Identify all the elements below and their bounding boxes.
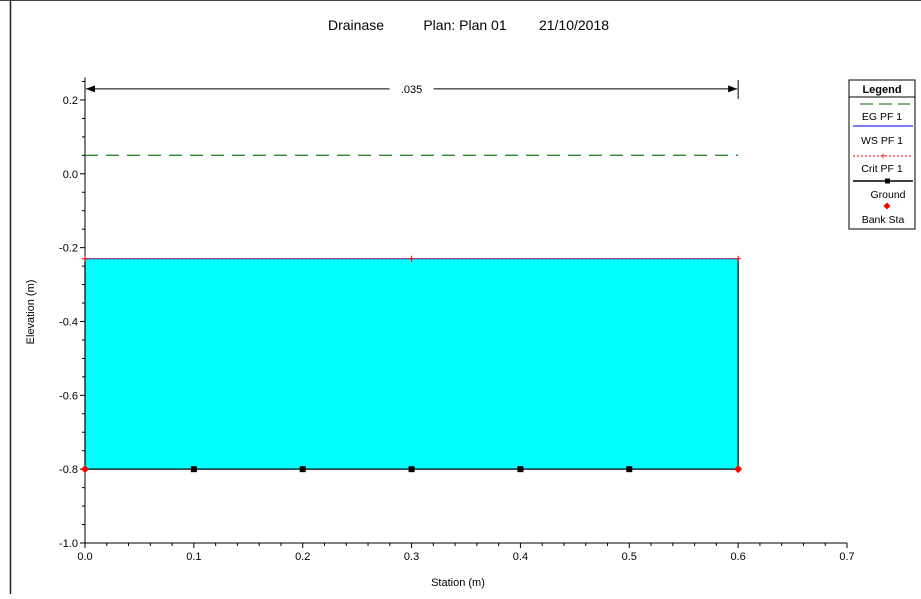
legend-swatch-ground-marker xyxy=(885,178,890,184)
legend-label-ws: WS PF 1 xyxy=(861,135,903,147)
legend-label-crit: Crit PF 1 xyxy=(861,163,903,175)
manning-n-label: .035 xyxy=(401,84,422,96)
manning-n-annotation: .035 xyxy=(84,79,739,99)
x-tick-label: 0.1 xyxy=(186,551,201,563)
x-tick-label: 0.2 xyxy=(295,551,310,563)
y-tick-label: -1.0 xyxy=(59,538,78,550)
x-axis-label: Station (m) xyxy=(431,577,485,589)
bank-sta-marker xyxy=(734,465,743,474)
y-tick-label: 0.2 xyxy=(63,95,78,107)
manning-arrowhead-left xyxy=(86,85,95,93)
chart-title-name: Drainase xyxy=(328,17,384,33)
x-tick-label: 0.6 xyxy=(730,551,745,563)
legend-title: Legend xyxy=(862,84,901,96)
series-markers xyxy=(81,255,743,474)
y-axis-label: Elevation (m) xyxy=(25,280,37,345)
legend-label-ground: Ground xyxy=(870,189,905,201)
legend-swatch-bank-marker xyxy=(883,202,891,210)
ground-point-marker xyxy=(408,466,415,473)
legend-swatch-crit-marker: + xyxy=(880,152,886,163)
x-tick-label: 0.4 xyxy=(513,551,528,563)
ground-point-marker xyxy=(299,466,306,473)
crit-pf1-marker xyxy=(735,255,742,262)
bank-sta-marker xyxy=(81,465,89,474)
y-tick-label: -0.8 xyxy=(59,464,78,476)
legend: Legend EG PF 1 WS PF 1 + Crit PF 1 Groun… xyxy=(848,79,916,230)
x-tick-label: 0.3 xyxy=(404,551,419,563)
chart-title-plan: Plan: Plan 01 xyxy=(423,17,506,33)
legend-label-bank: Bank Sta xyxy=(862,214,905,226)
chart-title-date: 21/10/2018 xyxy=(539,17,609,33)
y-tick-label: -0.4 xyxy=(59,316,78,328)
y-tick-label: 0.0 xyxy=(63,169,78,181)
legend-box xyxy=(848,79,916,230)
legend-label-eg: EG PF 1 xyxy=(862,111,902,123)
x-tick-label: 0.5 xyxy=(622,551,637,563)
x-tick-label: 0.0 xyxy=(77,551,92,563)
ground-point-marker xyxy=(626,466,633,473)
crit-pf1-marker xyxy=(82,255,88,262)
y-tick-label: -0.2 xyxy=(59,243,78,255)
y-tick-label: -0.6 xyxy=(59,390,78,402)
manning-arrowhead-right xyxy=(728,85,738,93)
water-fill xyxy=(85,258,739,470)
ground-point-marker xyxy=(190,466,197,473)
ground-point-marker xyxy=(517,466,524,473)
water-area xyxy=(85,258,739,470)
x-tick-label: 0.7 xyxy=(839,551,854,563)
crit-pf1-marker xyxy=(408,255,415,262)
